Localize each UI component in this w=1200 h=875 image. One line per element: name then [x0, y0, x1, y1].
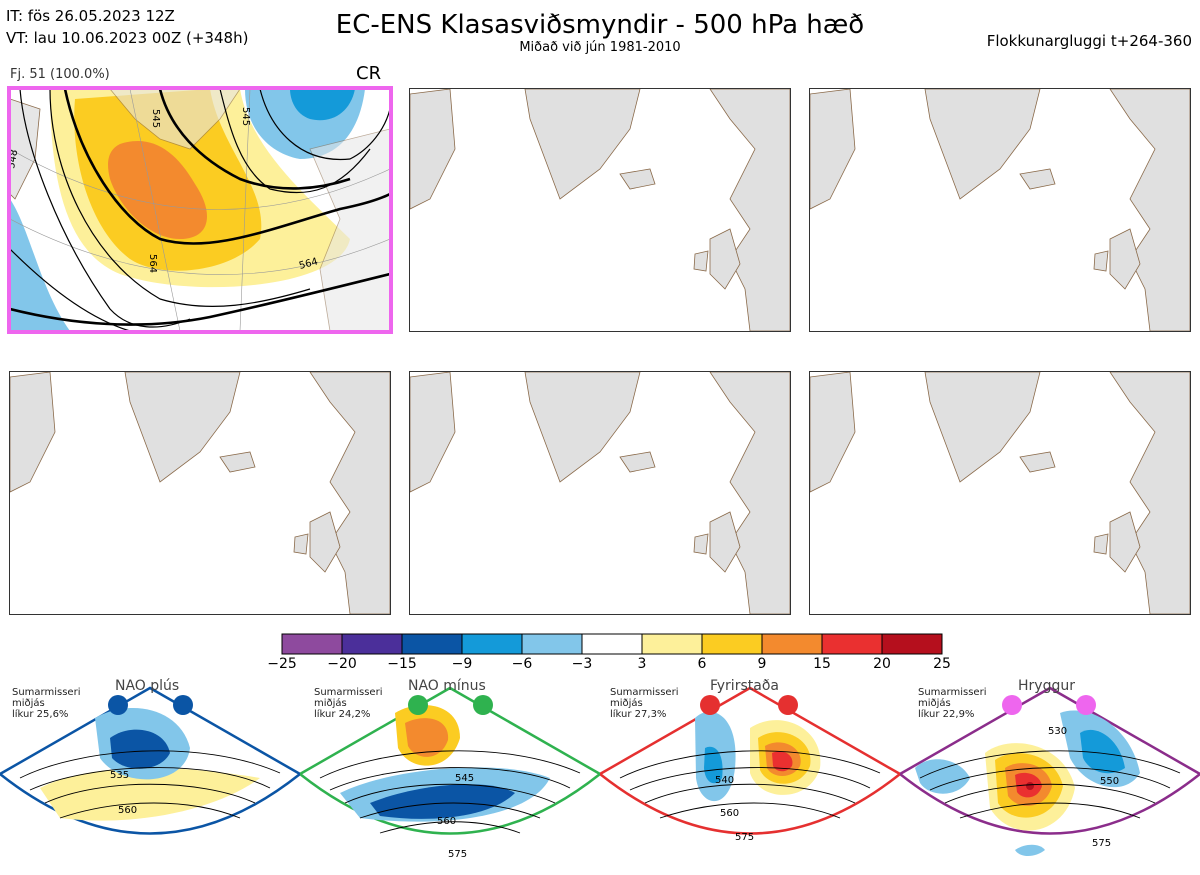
- classification-window: Flokkunargluggi t+264-360: [986, 32, 1192, 50]
- negative-anomaly-west: [10, 199, 70, 331]
- empty-map-panel: [409, 88, 791, 332]
- regime-info: Sumarmisseri miðjás líkur 22,9%: [918, 687, 987, 720]
- regime-nao-minus: 545 560 575 NAO mínus Sumarmisseri miðjá…: [297, 678, 603, 871]
- colorbar-tick-label: 3: [637, 656, 647, 672]
- member-label: Fj. 51 (100.0%): [10, 67, 110, 82]
- positive-anomaly-core: [108, 140, 207, 239]
- colorbar: [281, 633, 943, 655]
- colorbar-tick-label: −6: [511, 656, 533, 672]
- valid-time: VT: lau 10.06.2023 00Z (+348h): [6, 29, 249, 47]
- header-times: IT: fös 26.05.2023 12Z VT: lau 10.06.202…: [6, 5, 248, 49]
- contour-label: 545: [150, 109, 161, 128]
- regime-nao-plus: 535 560 NAO plús Sumarmisseri miðjás lík…: [0, 678, 303, 871]
- empty-map-panel: [809, 371, 1191, 615]
- colorbar-cell: [821, 633, 883, 655]
- regime-fyrirstada: 540 560 575 Fyrirstaða Sumarmisseri miðj…: [597, 678, 903, 871]
- colorbar-cell: [281, 633, 343, 655]
- contour-label: 575: [1092, 838, 1111, 849]
- colorbar-tick-label: 15: [813, 656, 831, 672]
- contour-label: 560: [437, 816, 456, 827]
- colorbar-cell: [701, 633, 763, 655]
- page-title: EC-ENS Klasasviðsmyndir - 500 hPa hæð: [335, 10, 865, 40]
- contour-label: 530: [1048, 726, 1067, 737]
- regime-info: Sumarmisseri miðjás líkur 24,2%: [314, 687, 383, 720]
- colorbar-cell: [581, 633, 643, 655]
- colorbar-tick-label: 9: [757, 656, 767, 672]
- land-greenland: [109, 89, 241, 150]
- colorbar-cell: [401, 633, 463, 655]
- colorbar-cell: [461, 633, 523, 655]
- page-subtitle: Miðað við jún 1981-2010: [519, 40, 681, 55]
- init-time: IT: fös 26.05.2023 12Z: [6, 7, 175, 25]
- colorbar-cell: [881, 633, 943, 655]
- main-map: 545 545 564 564 548: [10, 89, 390, 331]
- contour-label: 575: [735, 832, 754, 843]
- colorbar-tick-label: 20: [873, 656, 891, 672]
- contour-label: 560: [118, 805, 137, 816]
- regime-title: NAO plús: [115, 678, 180, 694]
- colorbar-cell: [521, 633, 583, 655]
- contour-label: 545: [455, 773, 474, 784]
- regime-hryggur: 530 550 575 Hryggur Sumarmisseri miðjás …: [897, 678, 1200, 871]
- colorbar-cell: [641, 633, 703, 655]
- regime-info: Sumarmisseri miðjás líkur 27,3%: [610, 687, 679, 720]
- land-europe: [309, 128, 390, 331]
- land-canada: [10, 98, 41, 200]
- colorbar-cells: [281, 633, 943, 655]
- colorbar-cell: [761, 633, 823, 655]
- contour-label: 535: [110, 770, 129, 781]
- contour-label: 545: [240, 107, 251, 126]
- contour-label: 550: [1100, 776, 1119, 787]
- contour-label: 575: [448, 849, 467, 860]
- contour-label: 548: [10, 149, 20, 170]
- colorbar-cell: [341, 633, 403, 655]
- regime-title: NAO mínus: [408, 678, 486, 694]
- regime-title: Hryggur: [1018, 678, 1075, 694]
- main-map-panel: 545 545 564 564 548: [7, 86, 393, 334]
- empty-map-panel: [9, 371, 391, 615]
- colorbar-tick-label: −15: [387, 656, 417, 672]
- negative-anomaly-core: [290, 89, 355, 121]
- regime-title: Fyrirstaða: [710, 678, 779, 694]
- colorbar-tick-label: −9: [451, 656, 473, 672]
- regime-code: CR: [356, 63, 382, 84]
- contour-label: 560: [720, 808, 739, 819]
- empty-map-panel: [809, 88, 1191, 332]
- contour-label: 540: [715, 775, 734, 786]
- colorbar-tick-label: −20: [327, 656, 357, 672]
- colorbar-tick-label: −25: [267, 656, 297, 672]
- colorbar-tick-label: 25: [933, 656, 951, 672]
- contour-label: 564: [147, 254, 158, 273]
- colorbar-tick-label: 6: [697, 656, 707, 672]
- regime-info: Sumarmisseri miðjás líkur 25,6%: [12, 687, 81, 720]
- contour-label: 564: [298, 256, 319, 272]
- colorbar-tick-label: −3: [571, 656, 593, 672]
- empty-map-panel: [409, 371, 791, 615]
